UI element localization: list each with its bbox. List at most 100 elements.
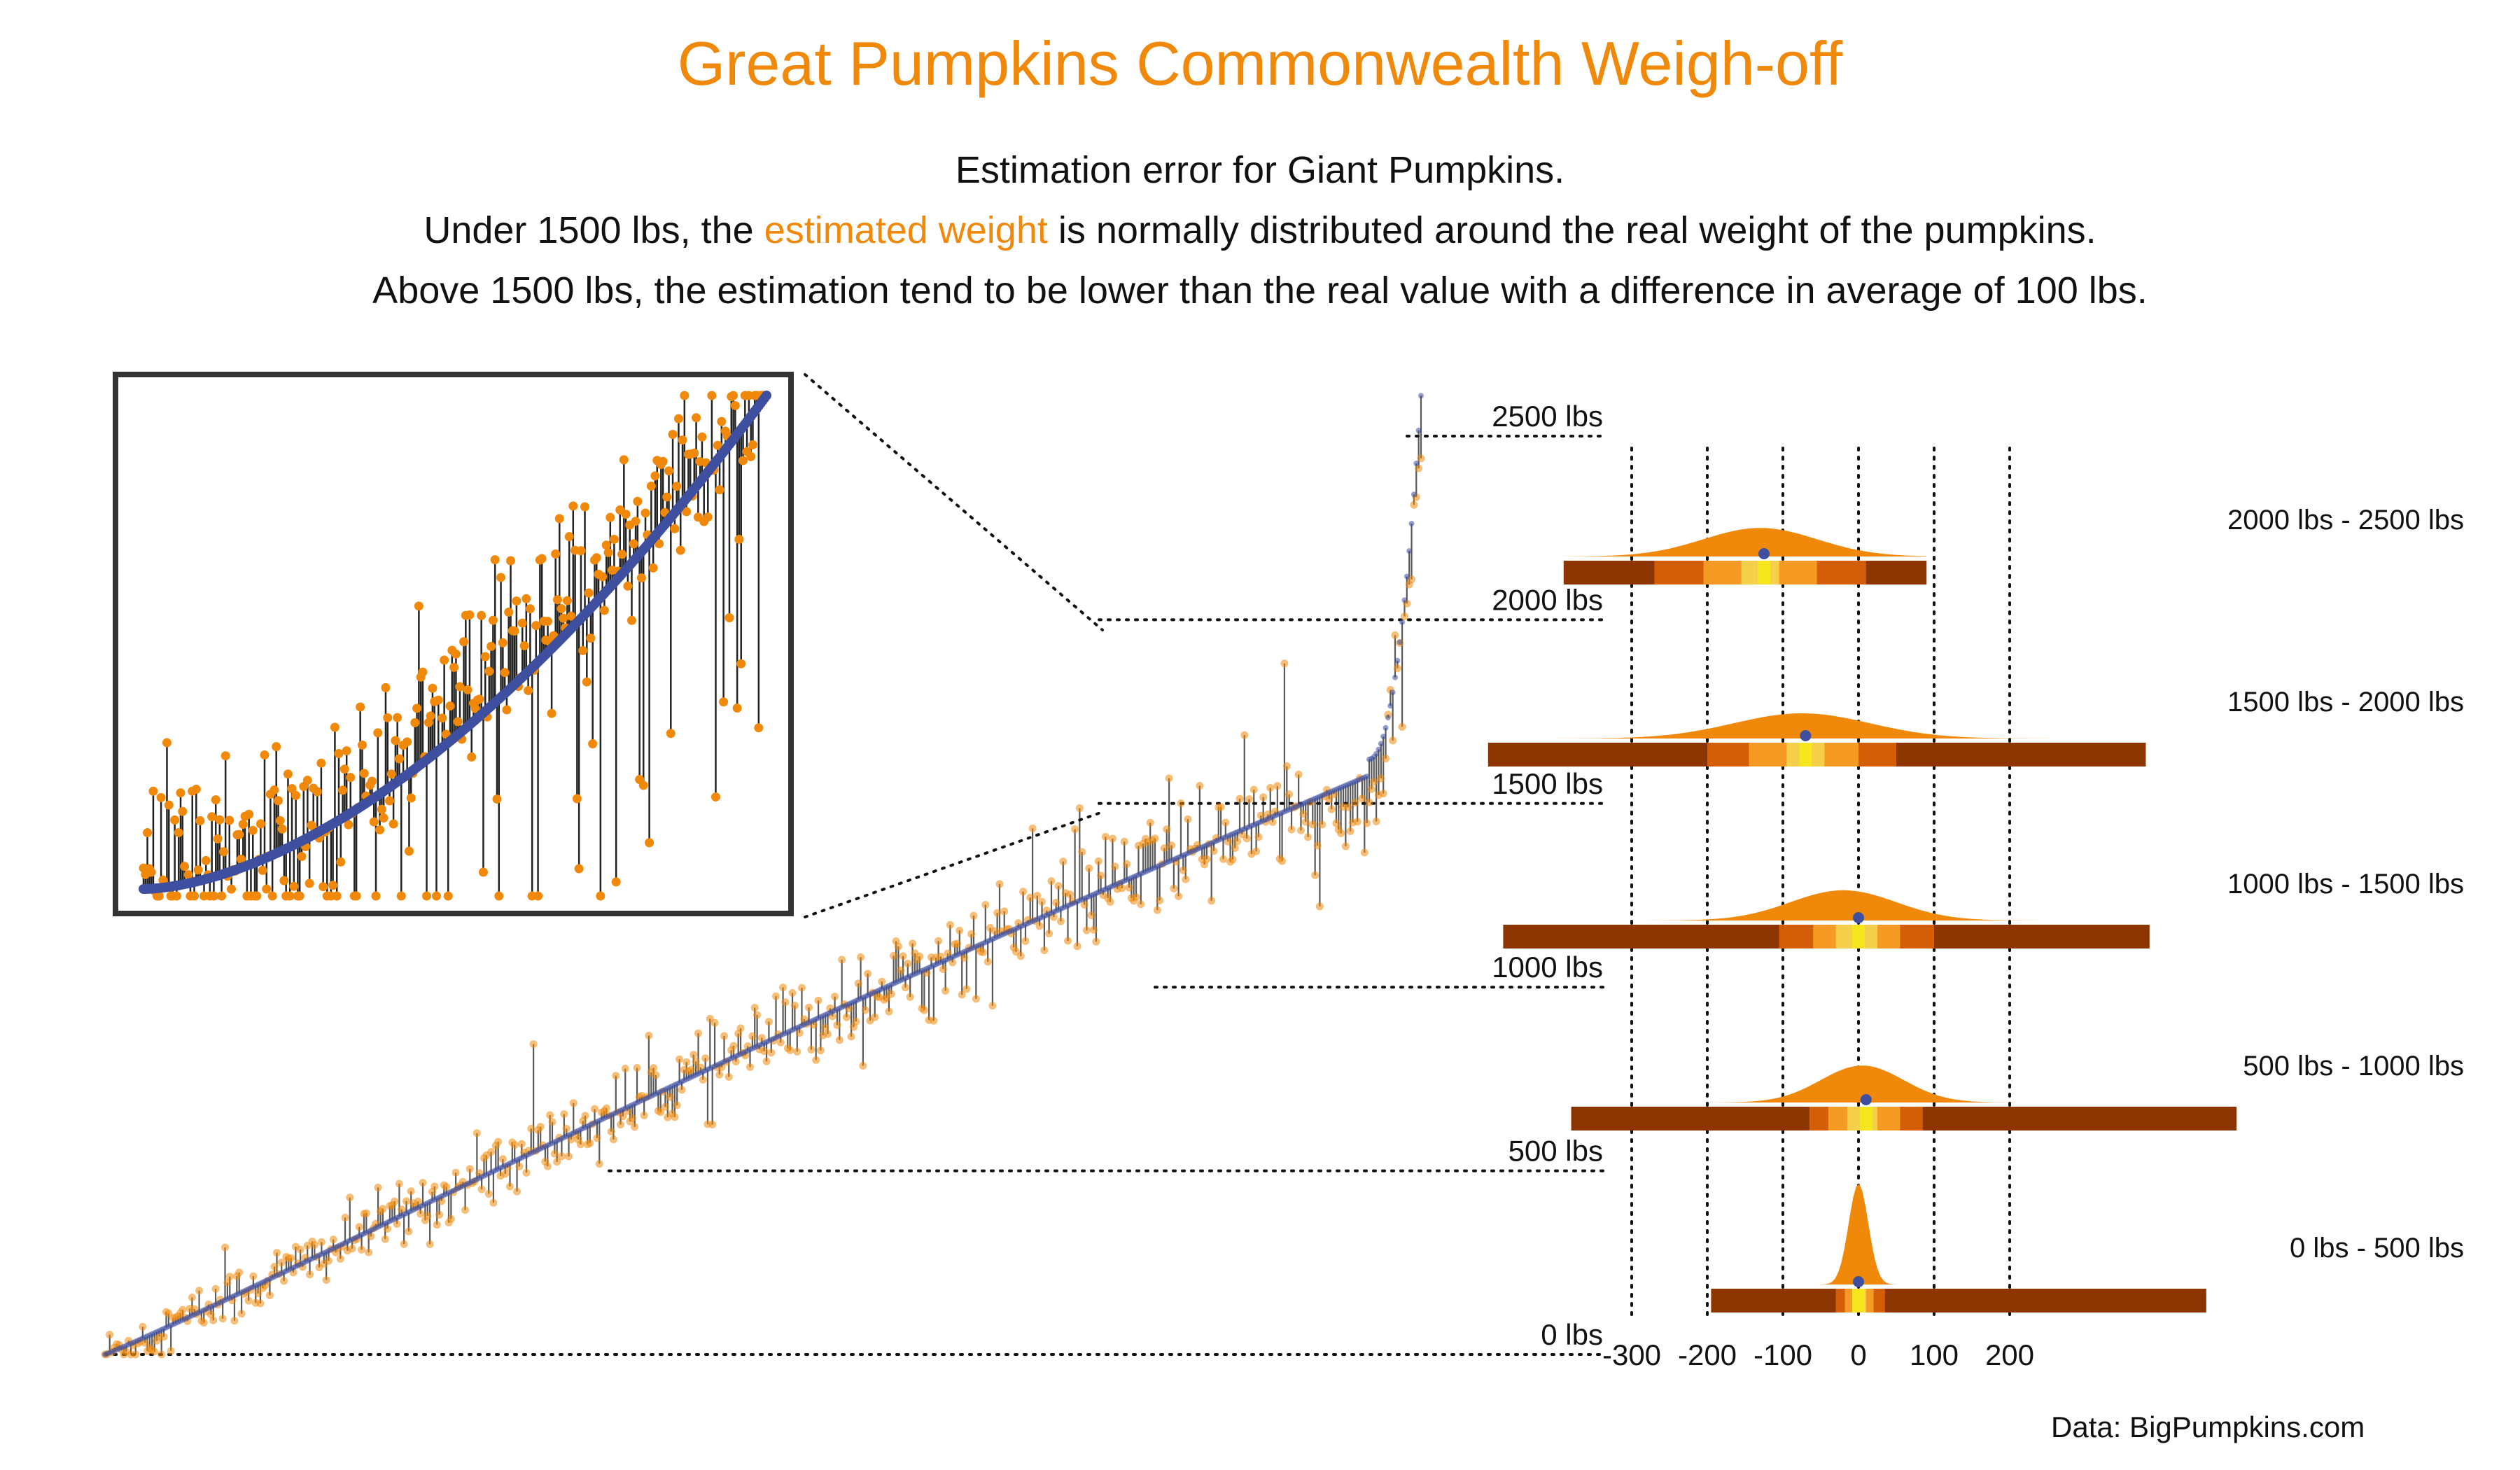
inset-estimated-point [715,485,724,495]
inset-estimated-point [248,825,258,835]
estimated-point [419,1179,427,1187]
inset-estimated-point [710,792,720,802]
inset-estimated-point [406,793,416,803]
inset-estimated-point [334,749,344,759]
estimated-point [930,1016,938,1025]
estimated-point [510,1141,519,1149]
inset-estimated-point [162,738,172,748]
inset-estimated-point [480,652,490,662]
inset-estimated-point [512,596,522,606]
estimated-point [225,1273,234,1281]
inset-estimated-point [289,881,299,891]
inset-estimated-point [719,697,729,707]
inset-estimated-point [359,769,369,778]
ridge-group-label: 2000 lbs - 2500 lbs [2227,505,2464,536]
estimated-point [916,952,924,960]
estimated-point [812,1056,820,1064]
estimated-point [1028,824,1037,832]
estimated-point [477,1185,486,1194]
actual-point [1392,674,1399,680]
inset-estimated-point [330,722,340,732]
estimated-point [398,1205,406,1214]
estimated-point [955,926,964,934]
estimated-point [489,1198,498,1207]
estimated-point [1360,848,1368,857]
estimated-point [426,1240,434,1248]
inset-estimated-point [422,891,432,901]
estimated-point [1151,834,1159,843]
data-source: Data: BigPumpkins.com [2051,1410,2365,1443]
actual-points [102,393,1424,1357]
estimated-point [1156,896,1164,904]
estimated-point [362,1209,370,1217]
estimated-point [1033,891,1042,899]
estimated-point [969,911,978,920]
inset-estimated-point [543,617,553,626]
inset-estimated-point [385,796,395,806]
inset-estimated-point [603,547,613,557]
inset-estimated-point [646,481,656,491]
x-tick-label--200: -200 [1678,1338,1737,1371]
inset-estimated-point [650,471,660,481]
estimated-point [586,1139,594,1147]
median-point [1800,730,1812,741]
estimated-point [1038,897,1046,906]
inset-estimated-point [443,891,453,901]
inset-estimated-point [227,884,237,894]
ridge-group: 1000 lbs - 1500 lbs [1503,869,2464,948]
inset-estimated-point [328,881,338,890]
inset-estimated-point [170,815,180,825]
inset-estimated-point [467,752,477,762]
inset-estimated-point [377,804,386,814]
inset-estimated-point [391,736,400,746]
estimated-point [553,1158,561,1166]
actual-point [1373,750,1380,757]
actual-point [1382,724,1389,731]
inset-estimated-point [672,482,682,491]
ridge-group-label: 500 lbs - 1000 lbs [2243,1051,2464,1082]
estimated-point [1296,826,1305,834]
estimated-point [322,1276,330,1284]
estimated-point [1132,893,1140,902]
inset-estimated-point [225,816,234,825]
estimated-point [958,990,966,999]
estimated-point [776,1038,785,1046]
estimated-point [211,1284,220,1293]
estimated-point [1080,901,1088,909]
estimated-point [1047,877,1056,886]
estimated-point [1351,799,1359,807]
inset-estimated-point [578,645,588,655]
inset-estimated-point [680,391,690,400]
inset-estimated-point [379,813,388,823]
estimated-point [249,1272,258,1280]
inset-estimated-point [504,608,514,617]
estimated-point [395,1180,403,1188]
estimated-point [317,1238,326,1246]
estimated-point [821,1023,830,1032]
estimated-point [795,1029,804,1037]
inset-estimated-point [619,455,629,465]
estimated-point [1299,810,1308,818]
inset-estimated-point [338,785,348,795]
median-point [1853,1276,1864,1287]
estimated-point [451,1168,460,1177]
estimated-point [790,1001,799,1009]
inset-estimated-point [190,891,200,901]
estimated-point [609,1135,617,1144]
inset-estimated-point [556,603,566,613]
estimated-point [1019,888,1028,896]
estimated-point [621,1065,629,1073]
actual-point [1376,746,1382,752]
inset-estimated-point [629,539,638,549]
estimated-point [682,1058,691,1066]
actual-point [1378,741,1384,747]
inset-estimated-point [611,877,621,887]
inset-estimated-point [445,701,455,711]
inset-estimated-point [678,435,687,445]
estimated-point [139,1322,147,1331]
inset-estimated-point [267,891,277,901]
estimated-point [692,1057,700,1065]
inset-estimated-point [342,746,351,756]
inset-estimated-point [486,641,496,651]
inset-estimated-point [582,677,592,687]
